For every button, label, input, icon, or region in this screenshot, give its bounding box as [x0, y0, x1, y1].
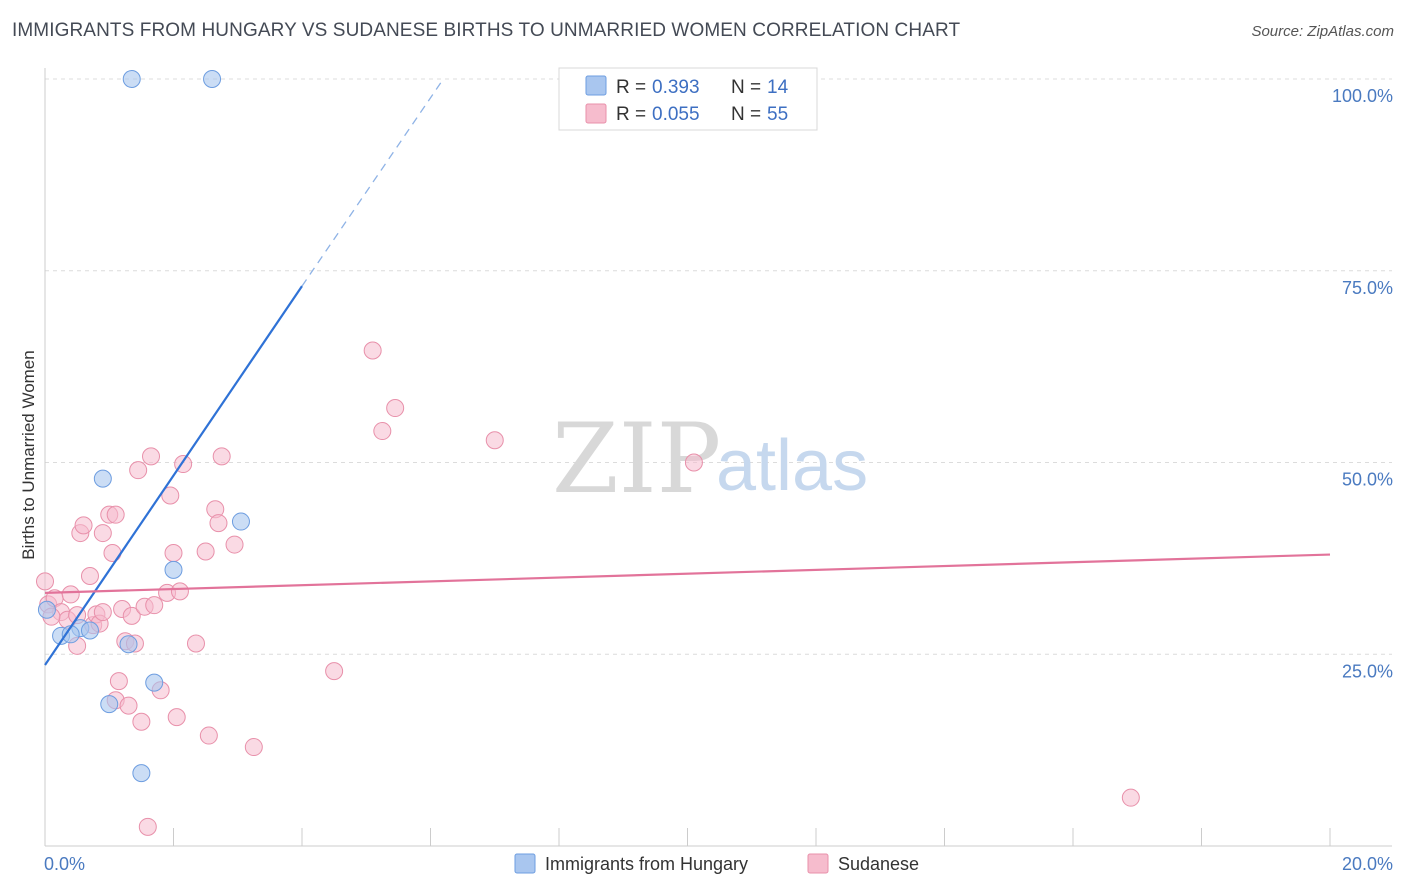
hungary-point: [231, 512, 250, 531]
hungary-point: [145, 673, 164, 692]
sudanese-point: [142, 447, 161, 466]
sudanese-point: [386, 399, 405, 418]
legend-r-label-2: R =: [616, 104, 646, 125]
y-tick-label: 50.0%: [1342, 470, 1393, 490]
sudanese-point: [164, 544, 183, 563]
sudanese-point: [196, 542, 215, 561]
sudanese-point: [61, 585, 80, 604]
legend-n-label-2: N =: [731, 104, 761, 125]
legend-r-value-1: 0.393: [652, 77, 700, 98]
hungary-trend-line: [44, 285, 303, 666]
series-legend-label-hungary: Immigrants from Hungary: [545, 854, 748, 874]
sudanese-point: [80, 567, 99, 586]
legend-n-label-1: N =: [731, 77, 761, 98]
series-legend-swatch-hungary: [514, 853, 536, 874]
legend-swatch-pink: [585, 103, 607, 124]
hungary-point: [164, 560, 183, 579]
sudanese-point: [186, 634, 205, 653]
hungary-points: [37, 70, 250, 783]
y-tick-label: 75.0%: [1342, 278, 1393, 298]
sudanese-point: [373, 422, 392, 441]
sudanese-point: [225, 535, 244, 554]
correlation-legend: R = 0.393 N = 14 R = 0.055 N = 55: [558, 67, 818, 131]
sudanese-point: [244, 738, 263, 757]
y-axis-label: Births to Unmarried Women: [19, 350, 38, 559]
sudanese-point: [167, 708, 186, 727]
legend-n-value-1: 14: [767, 77, 789, 98]
chart-title: IMMIGRANTS FROM HUNGARY VS SUDANESE BIRT…: [12, 20, 961, 41]
watermark-atlas: atlas: [716, 426, 868, 506]
axes: [44, 68, 1392, 847]
y-tick-labels: 25.0% 50.0% 75.0% 100.0%: [1332, 86, 1393, 681]
y-tick-label: 100.0%: [1332, 86, 1393, 106]
sudanese-point: [36, 572, 54, 591]
x-tick-label: 0.0%: [44, 854, 85, 874]
hungary-point: [119, 635, 138, 654]
sudanese-point: [74, 516, 93, 535]
sudanese-point: [109, 672, 128, 691]
sudanese-point: [363, 341, 382, 360]
y-tick-label: 25.0%: [1342, 661, 1393, 681]
sudanese-point: [485, 431, 504, 450]
hungary-point: [80, 621, 99, 640]
sudanese-point: [325, 662, 344, 681]
source-label: Source: ZipAtlas.com: [1251, 23, 1394, 40]
legend-r-label-1: R =: [616, 77, 646, 98]
sudanese-point: [132, 712, 151, 731]
hungary-trend-extension: [301, 78, 444, 287]
sudanese-point: [93, 603, 112, 622]
hungary-point: [122, 70, 141, 88]
series-legend-label-sudanese: Sudanese: [838, 854, 919, 874]
sudanese-trend-line: [44, 553, 1331, 594]
x-tick-labels: 0.0% 20.0%: [44, 854, 1393, 874]
hungary-point: [37, 600, 56, 619]
sudanese-point: [170, 582, 189, 601]
gridlines: [45, 78, 1392, 655]
sudanese-point: [129, 461, 148, 480]
hungary-point: [132, 764, 151, 783]
sudanese-point: [103, 544, 122, 563]
sudanese-point: [106, 505, 125, 524]
series-legend: Immigrants from Hungary Sudanese: [514, 853, 919, 874]
sudanese-point: [684, 453, 703, 472]
hungary-point: [100, 695, 119, 714]
sudanese-point: [199, 726, 218, 745]
sudanese-point: [161, 486, 180, 505]
sudanese-point: [1121, 788, 1140, 807]
hungary-point: [93, 469, 112, 488]
sudanese-point: [145, 596, 164, 615]
legend-swatch-blue: [585, 75, 607, 96]
trend-lines: [44, 78, 1331, 666]
legend-r-value-2: 0.055: [652, 104, 700, 125]
sudanese-point: [138, 817, 157, 836]
sudanese-point: [209, 514, 228, 533]
sudanese-point: [212, 447, 231, 466]
legend-n-value-2: 55: [767, 104, 788, 125]
x-tick-label: 20.0%: [1342, 854, 1393, 874]
sudanese-point: [93, 524, 112, 543]
hungary-point: [203, 70, 222, 88]
watermark: ZIP atlas: [552, 403, 868, 515]
sudanese-point: [122, 606, 141, 625]
sudanese-point: [119, 696, 138, 715]
series-legend-swatch-sudanese: [807, 853, 829, 874]
